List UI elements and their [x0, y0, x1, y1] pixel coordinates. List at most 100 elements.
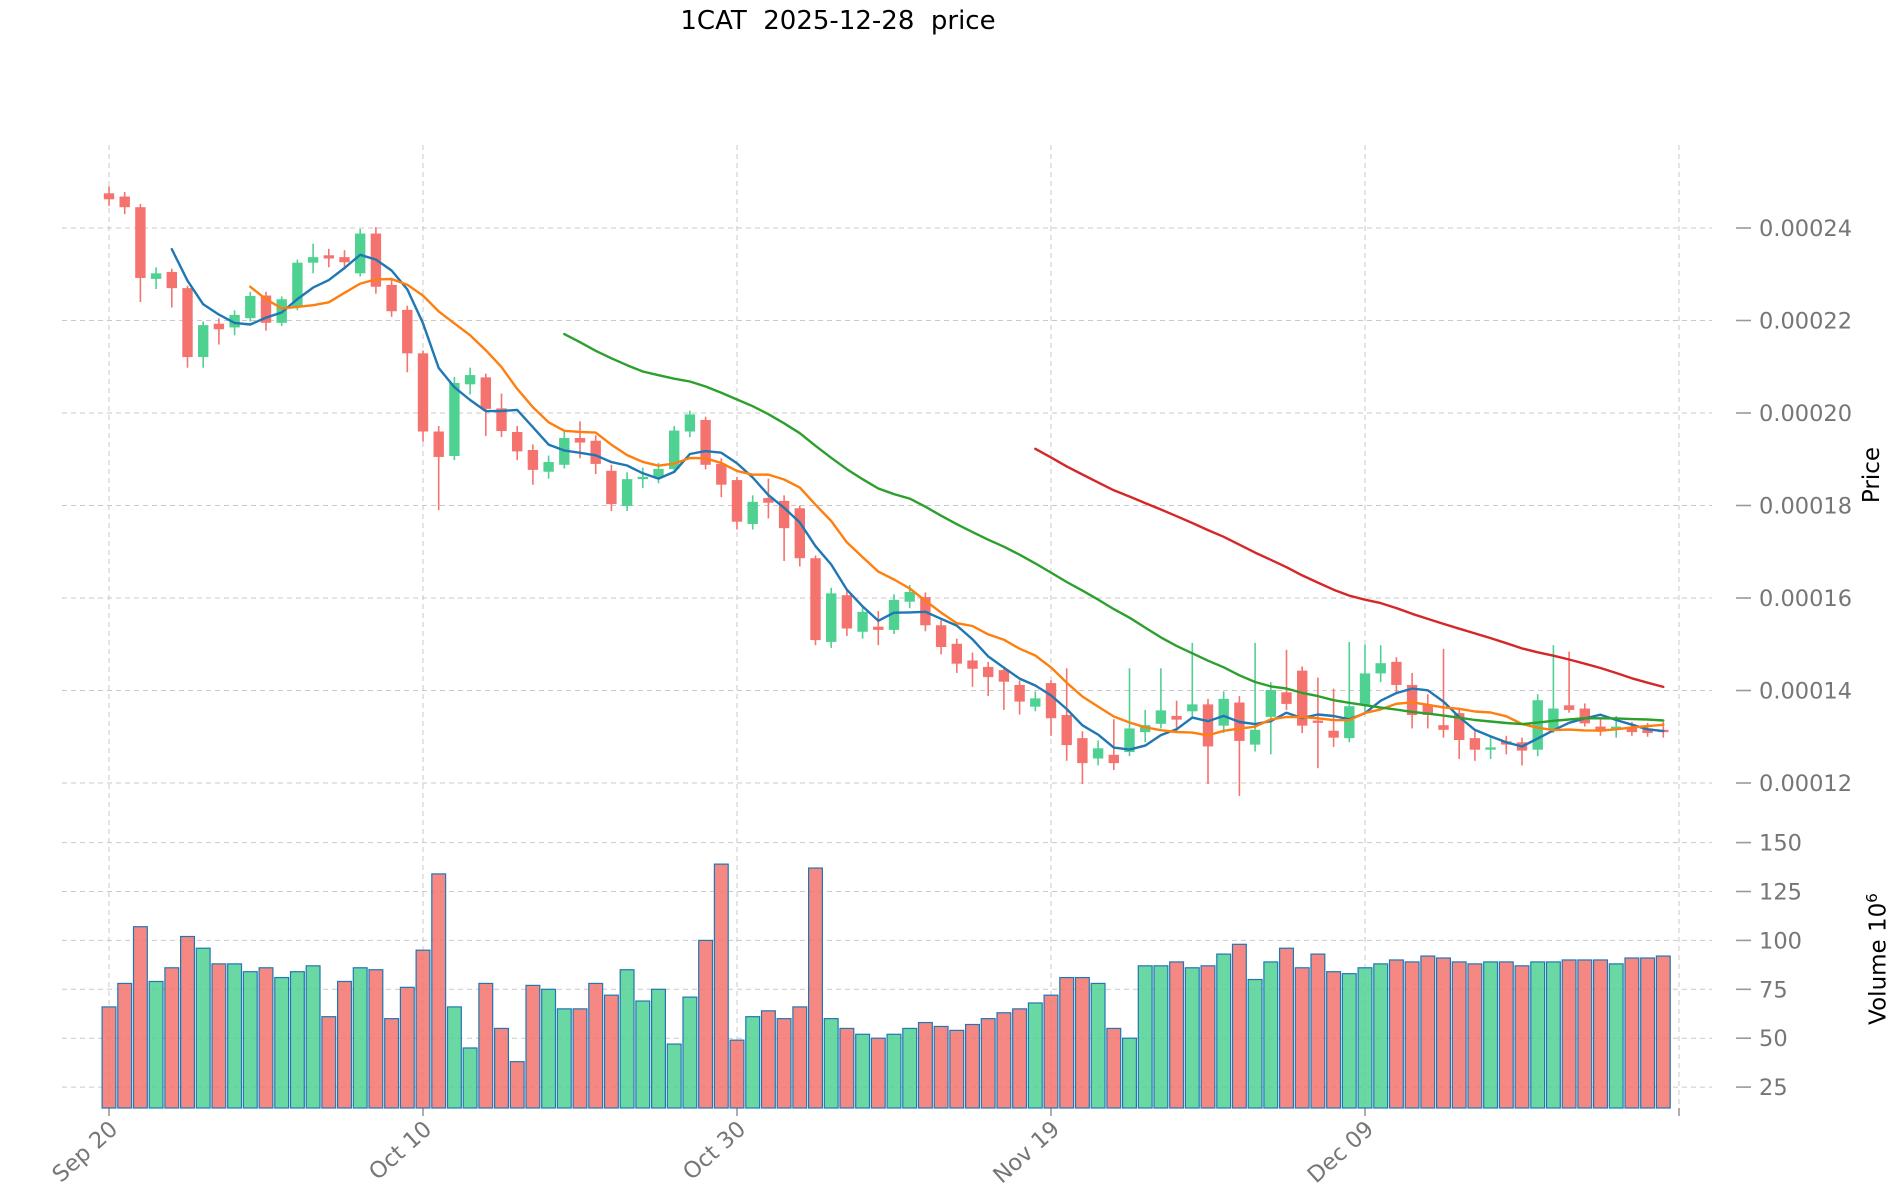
candle-body	[1438, 725, 1449, 730]
candle-body	[669, 430, 680, 469]
candle-body	[574, 437, 586, 443]
x-tick-label: Nov 19	[988, 1116, 1065, 1189]
candle-body	[1218, 698, 1229, 726]
volume-bar	[352, 967, 368, 1109]
candle-body	[1563, 705, 1575, 710]
candle-body	[182, 288, 193, 358]
candle-body	[1045, 683, 1057, 719]
volume-bar	[525, 984, 541, 1109]
volume-bar	[1294, 967, 1310, 1109]
candle-body	[1532, 700, 1543, 750]
candle-body	[496, 408, 507, 432]
candle-body	[1312, 720, 1324, 723]
candle-body	[1422, 704, 1433, 716]
candle-body	[1469, 738, 1481, 750]
candle-body	[841, 595, 853, 629]
volume-bar	[274, 976, 290, 1109]
price-tick-label: 0.00018	[1759, 494, 1852, 520]
volume-bar	[211, 963, 227, 1109]
candle-body	[621, 479, 633, 506]
volume-bar	[462, 1047, 478, 1109]
candle-body	[1077, 738, 1088, 764]
volume-bar	[698, 939, 714, 1109]
volume-bar	[399, 986, 415, 1109]
volume-bar	[1561, 959, 1577, 1109]
candle-body	[1171, 715, 1182, 720]
candle-body	[150, 273, 162, 279]
candle-body	[1155, 710, 1167, 724]
volume-bar	[1059, 976, 1075, 1109]
candle-body	[1626, 727, 1638, 733]
volume-bar	[1153, 965, 1169, 1109]
x-tick-label: Sep 20	[48, 1116, 124, 1188]
volume-bar	[855, 1033, 871, 1109]
candle-body	[339, 257, 350, 263]
volume-bar	[1106, 1027, 1122, 1109]
candle-body	[1140, 725, 1151, 733]
candle-body	[1328, 730, 1339, 738]
volume-bar	[1263, 961, 1279, 1109]
candle-body	[527, 450, 539, 470]
candle-body	[1014, 684, 1025, 702]
candle-body	[323, 255, 334, 259]
volume-bar	[1545, 961, 1561, 1109]
volume-bar	[619, 969, 635, 1109]
candle-body	[198, 325, 209, 358]
mav-line-60	[1034, 447, 1665, 689]
candle-body	[307, 257, 319, 263]
candle-body	[637, 476, 648, 480]
candle-body	[103, 193, 115, 200]
volume-bar	[870, 1037, 886, 1109]
candle-body	[747, 501, 758, 524]
volume-bar	[242, 971, 258, 1109]
volume-bar	[1655, 955, 1671, 1109]
volume-tick-label: 100	[1759, 928, 1802, 954]
volume-bar	[964, 1023, 980, 1109]
volume-bar	[1404, 961, 1420, 1109]
candle-body	[1124, 728, 1135, 753]
volume-bar	[902, 1027, 918, 1109]
price-tick-label: 0.00022	[1759, 309, 1852, 335]
volume-bar	[635, 1000, 651, 1109]
volume-bar	[305, 965, 321, 1109]
volume-bar	[1341, 973, 1357, 1109]
candle-body	[355, 233, 366, 274]
volume-bar	[1357, 967, 1373, 1109]
volume-bar	[1498, 961, 1514, 1109]
volume-bar	[556, 1008, 572, 1109]
price-tick-label: 0.00016	[1759, 586, 1852, 612]
volume-bar	[148, 980, 164, 1109]
volume-bar	[1514, 965, 1530, 1109]
volume-bar	[1074, 976, 1090, 1109]
candle-body	[1485, 747, 1496, 750]
candle-body	[1359, 673, 1371, 705]
volume-bar	[917, 1021, 933, 1109]
volume-bar	[1121, 1037, 1137, 1109]
volume-bar	[949, 1029, 965, 1109]
candle-body	[873, 626, 884, 630]
volume-bar	[1310, 953, 1326, 1109]
volume-tick-label: 50	[1759, 1026, 1788, 1052]
price-tick-label: 0.00012	[1759, 771, 1852, 797]
volume-bar	[682, 996, 698, 1109]
candle-body	[464, 375, 476, 385]
volume-bar	[384, 1018, 400, 1109]
candle-body	[402, 309, 413, 354]
volume-bar	[760, 1010, 776, 1109]
candle-body	[904, 591, 915, 602]
candle-body	[119, 196, 130, 208]
candle-body	[1249, 729, 1261, 745]
volume-bar	[1200, 965, 1216, 1109]
candle-body	[229, 314, 240, 328]
volume-bar	[227, 963, 243, 1109]
volume-bar	[1530, 961, 1546, 1109]
mav-line-30	[563, 332, 1665, 726]
volume-bar	[180, 935, 196, 1109]
candle-body	[951, 643, 962, 664]
volume-bar	[368, 969, 384, 1109]
volume-bar	[1216, 953, 1232, 1109]
candle-body	[1092, 748, 1104, 759]
volume-bar	[1184, 967, 1200, 1109]
price-tick-label: 0.00020	[1759, 401, 1852, 427]
